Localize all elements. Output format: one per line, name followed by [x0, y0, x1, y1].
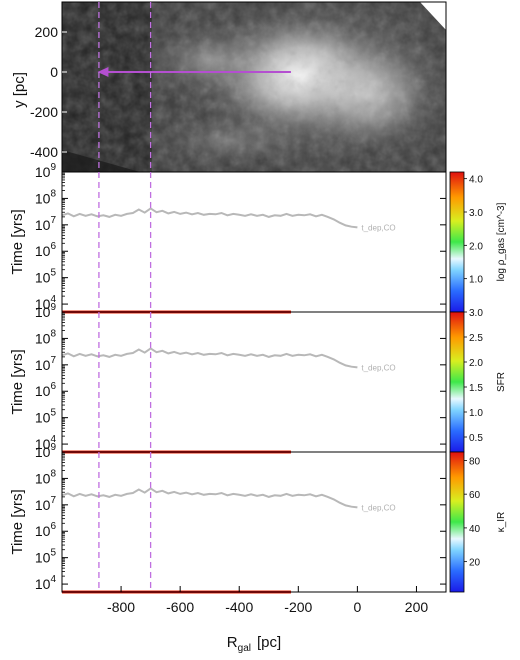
ytick-label: 109 [35, 162, 57, 180]
x-axis-label-unit: [pc] [257, 634, 281, 651]
ytick-label: 105 [35, 548, 57, 566]
tdep-label: t_dep,CO [361, 223, 395, 232]
colorbar-label: log ρ_gas [cm^-3] [496, 202, 507, 281]
ytick-label: 108 [35, 188, 57, 206]
tdep-curve [61, 487, 358, 509]
panel-ylabel: Time [yrs] [9, 209, 26, 274]
colorbar-tick-label: 2.0 [469, 358, 483, 369]
colorbar-tick-label: 2.0 [469, 241, 483, 252]
ytick-label: 107 [35, 495, 57, 513]
colorbar-tick-label: 40 [469, 524, 481, 535]
ytick-label: 106 [35, 241, 57, 259]
xtick-label: -800 [107, 599, 135, 615]
ytick-label: 105 [35, 408, 57, 426]
tdep-curve [61, 347, 358, 369]
reference-lines [98, 2, 152, 592]
xtick-label: -200 [284, 599, 312, 615]
panel-ylabel: Time [yrs] [9, 489, 26, 554]
colorbar-label: SFR [496, 372, 507, 392]
panel-ylabel: Time [yrs] [9, 349, 26, 414]
image-ytick-label: 200 [35, 24, 59, 40]
ytick-label: 109 [35, 302, 57, 320]
panel-frame [61, 171, 447, 313]
ytick-label: 105 [35, 268, 57, 286]
colorbar [449, 311, 465, 453]
ytick-label: 106 [35, 521, 57, 539]
colorbar-tick-label: 0.5 [469, 433, 483, 444]
tdep-label: t_dep,CO [361, 363, 395, 372]
image-ytick-label: -400 [30, 144, 58, 160]
x-axis-ticks: -800 -600 -400 -200 0 200 [107, 586, 428, 615]
colorbar-tick-label: 20 [469, 558, 481, 569]
xtick-label: -600 [166, 599, 194, 615]
tdep-label: t_dep,CO [361, 503, 395, 512]
colorbar-tick-label: 3.0 [469, 208, 483, 219]
ytick-label: 108 [35, 468, 57, 486]
colorbar [449, 171, 465, 313]
colorbar-tick-label: 3.0 [469, 308, 483, 319]
colorbar [449, 451, 465, 593]
colorbar-label: κ_IR [496, 512, 507, 533]
image-ylabel: y [pc] [11, 72, 28, 108]
colorbar-tick-label: 80 [469, 456, 481, 467]
ytick-label: 104 [35, 434, 57, 452]
image-panel: 200 0 -200 -400 y [pc] [11, 1, 447, 173]
ytick-label: 104 [35, 574, 57, 592]
ytick-label: 104 [35, 294, 57, 312]
x-axis-label: Rgal [pc] [227, 634, 281, 654]
panel-frame [61, 311, 447, 453]
arrow-head [97, 67, 109, 77]
colorbar-tick-label: 1.0 [469, 275, 483, 286]
ytick-label: 109 [35, 442, 57, 460]
ytick-label: 108 [35, 328, 57, 346]
panel-rho: t_dep,CO 104 105 106 107 108 109 Time [yrs] 4.0 3… [9, 162, 507, 314]
colorbar-tick-label: 2.5 [469, 333, 483, 344]
colorbar-tick-label: 4.0 [469, 175, 483, 186]
x-axis-label-sub: gal [238, 643, 251, 654]
image-ytick-label: -200 [30, 104, 58, 120]
ytick-label: 107 [35, 355, 57, 373]
panel-kir: t_dep,CO 104 105 106 107 108 109 Time [yrs] 80 60… [9, 442, 507, 594]
tdep-curve [61, 207, 358, 229]
image-ytick-label: 0 [50, 64, 58, 80]
panel-sfr: t_dep,CO 104 105 106 107 108 109 Time [yrs] 3.0 2… [9, 302, 507, 454]
panel-frame [61, 451, 447, 593]
xtick-label: 0 [353, 599, 361, 615]
colorbar-tick-label: 1.0 [469, 408, 483, 419]
ytick-label: 107 [35, 215, 57, 233]
image-yticks: 200 0 -200 -400 [30, 24, 67, 160]
xtick-label: -400 [225, 599, 253, 615]
xtick-label: 200 [405, 599, 429, 615]
x-axis-label-main: R [227, 634, 238, 651]
colorbar-tick-label: 60 [469, 490, 481, 501]
colorbar-tick-label: 1.5 [469, 383, 483, 394]
plot-panels: t_dep,CO 104 105 106 107 108 109 Time [yrs] 4.0 3… [9, 162, 507, 594]
ytick-label: 106 [35, 381, 57, 399]
